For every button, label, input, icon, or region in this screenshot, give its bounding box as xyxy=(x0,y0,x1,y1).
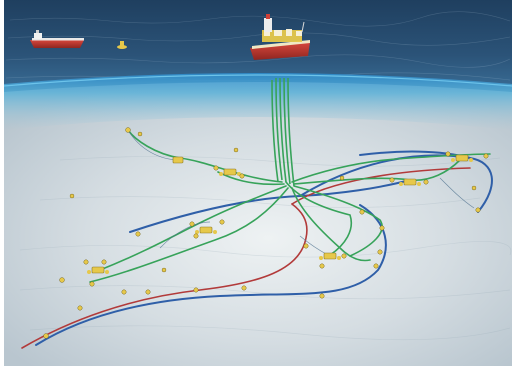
riser-bundle xyxy=(271,77,295,187)
wellhead xyxy=(145,289,151,295)
fpso-vessel xyxy=(250,14,310,60)
surface-buoy xyxy=(117,41,127,49)
wellhead xyxy=(239,173,245,179)
wellhead xyxy=(319,293,325,299)
green-flowlines xyxy=(89,129,491,283)
water-column xyxy=(4,73,512,130)
manifolds xyxy=(87,154,473,274)
wellhead xyxy=(319,263,325,269)
subsea-manifold xyxy=(195,226,217,234)
wellhead xyxy=(83,259,89,265)
wellhead xyxy=(339,175,345,181)
wellhead xyxy=(121,289,127,295)
blue-flowline-upper xyxy=(129,179,411,233)
wellhead xyxy=(373,263,379,269)
wellhead xyxy=(125,127,131,133)
wellhead xyxy=(89,281,95,287)
wellhead xyxy=(389,177,395,183)
wellhead xyxy=(189,221,195,227)
green-to-south-east xyxy=(293,185,383,257)
wellhead xyxy=(69,193,75,199)
wellhead xyxy=(483,153,489,159)
subsea-manifold xyxy=(319,252,341,260)
wellhead xyxy=(213,165,219,171)
red-flowline-main xyxy=(21,203,308,349)
subsea-manifold xyxy=(87,266,109,274)
wellhead xyxy=(135,231,141,237)
wellhead xyxy=(445,151,451,157)
wellhead xyxy=(101,259,107,265)
wellhead xyxy=(471,185,477,191)
wellhead xyxy=(359,209,365,215)
subsea-manifold xyxy=(399,178,421,186)
wellhead xyxy=(423,179,429,185)
wellhead xyxy=(341,253,347,259)
wellhead xyxy=(43,333,49,339)
subsea-manifold xyxy=(451,154,473,162)
wellhead xyxy=(193,233,199,239)
wellhead xyxy=(137,131,143,137)
green-to-south-west xyxy=(89,187,289,283)
wellheads xyxy=(43,127,489,339)
wellhead xyxy=(193,287,199,293)
green-to-south-centre xyxy=(285,181,352,256)
wellhead xyxy=(377,249,383,255)
wellhead xyxy=(233,147,239,153)
blue-flowline-main xyxy=(35,204,387,346)
wellhead xyxy=(59,277,65,283)
wellhead xyxy=(241,285,247,291)
green-to-north-east xyxy=(291,153,491,183)
wellhead xyxy=(161,267,167,273)
green-to-west xyxy=(99,185,287,271)
wellhead xyxy=(475,207,481,213)
wellhead xyxy=(77,305,83,311)
waterline xyxy=(3,74,513,87)
subsea-manifold xyxy=(172,156,184,164)
wellhead xyxy=(379,225,385,231)
wellhead xyxy=(219,219,225,225)
tanker-ship xyxy=(30,30,84,48)
green-to-north-west xyxy=(127,129,283,183)
wellhead xyxy=(303,243,309,249)
